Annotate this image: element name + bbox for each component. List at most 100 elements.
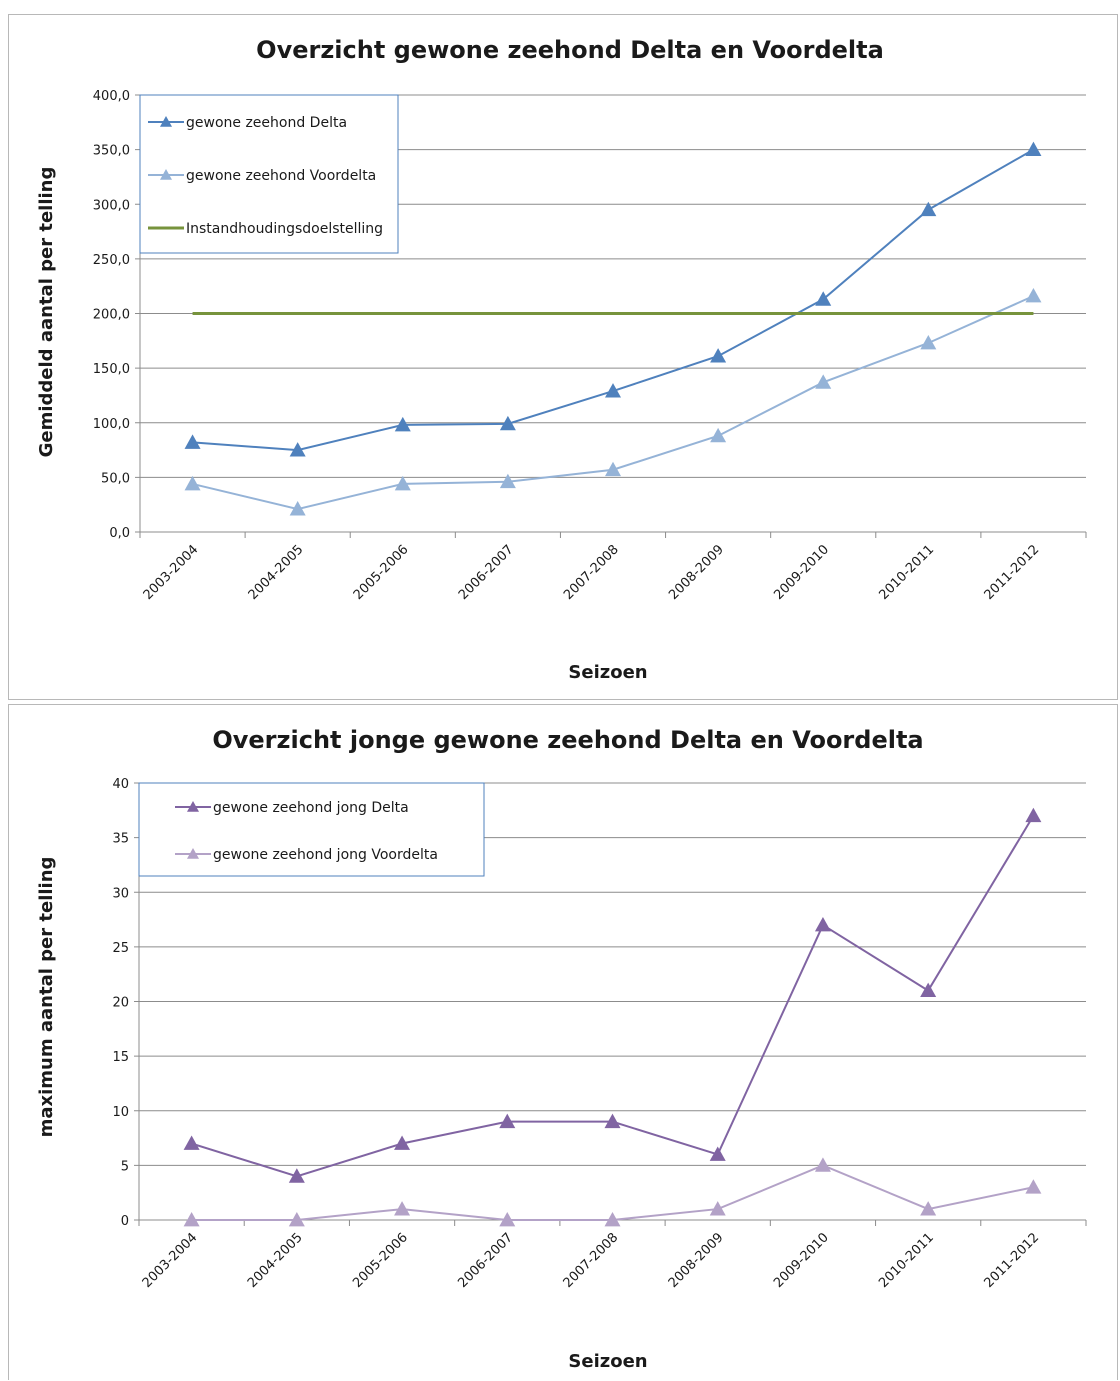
y-tick-label: 0 [121,1214,129,1229]
x-tick-label: 2011-2012 [982,542,1043,603]
x-tick-label: 2005-2006 [351,542,412,603]
data-point-marker [920,982,937,997]
series [183,807,1042,1227]
y-tick-label: 25 [112,941,129,956]
data-point-marker [920,334,937,350]
x-tick-label: 2007-2008 [561,1230,622,1291]
series-2 [184,288,1042,516]
chart-panel-pups: Overzicht jonge gewone zeehond Delta en … [8,704,1118,1380]
legend-label: gewone zeehond Voordelta [186,168,376,184]
y-tick-label: 20 [112,996,129,1011]
data-point-marker [499,473,516,489]
x-tick-label: 2006-2007 [456,542,517,603]
series-1 [183,807,1042,1183]
x-tick-label: 2009-2010 [771,1230,832,1291]
data-point-marker [814,1157,831,1172]
line-chart-pups: Overzicht jonge gewone zeehond Delta en … [36,726,1087,1372]
x-axis-title: Seizoen [568,662,647,683]
y-tick-label: 40 [112,777,129,792]
data-point-marker [289,442,306,457]
legend-label: gewone zeehond jong Voordelta [213,847,438,863]
y-tick-labels: 0,0 50,0 100,0 150,0 200,0 250,0 300,0 350,0 400… [93,89,130,541]
chart-title: Overzicht gewone zeehond Delta en Voorde… [256,36,884,64]
x-tick-label: 2008-2009 [666,1230,727,1291]
data-point-marker [183,1212,200,1227]
y-tick-label: 250,0 [93,253,130,268]
series-line [191,1164,1034,1221]
y-tick-label: 50,0 [101,471,130,486]
y-tick-label: 350,0 [93,144,130,159]
x-tick-label: 2008-2009 [666,542,727,603]
legend: gewone zeehond Delta gewone zeehond Voord… [139,94,399,254]
x-tick-label: 2004-2005 [246,542,307,603]
legend-label: gewone zeehond Delta [186,115,347,131]
y-tick-label: 30 [112,886,129,901]
y-tick-label: 10 [112,1105,129,1120]
data-point-marker [289,501,306,516]
x-axis-title: Seizoen [568,1351,647,1372]
data-point-marker [499,1212,516,1227]
legend-box [138,782,485,877]
data-point-marker [288,1168,305,1183]
chart-panel-seals: Overzicht gewone zeehond Delta en Voorde… [8,14,1118,700]
data-point-marker [920,1201,937,1216]
x-tick-label: 2005-2006 [350,1230,411,1291]
y-axis-title: maximum aantal per telling [36,857,57,1138]
x-tick-label: 2003-2004 [140,1230,201,1291]
x-tick-label: 2004-2005 [245,1230,306,1291]
data-point-marker [814,917,831,932]
y-tick-label: 100,0 [93,417,130,432]
data-point-marker [815,291,832,306]
data-point-marker [394,1135,411,1150]
data-point-marker [183,1135,200,1150]
x-tick-label: 2010-2011 [876,542,937,603]
data-point-marker [499,1113,516,1129]
data-point-marker [604,1113,621,1129]
data-point-marker [499,415,516,431]
series-1 [184,141,1042,457]
y-tick-label: 5 [121,1159,129,1174]
x-tick-label: 2007-2008 [561,542,622,603]
y-tick-label: 35 [112,832,129,847]
data-point-marker [288,1212,305,1227]
data-point-marker [394,416,411,432]
series-2 [183,1157,1042,1227]
legend: gewone zeehond jong Delta gewone zeehond … [138,782,485,877]
data-point-marker [605,383,621,398]
legend-label: gewone zeehond jong Delta [213,800,409,816]
x-tick-labels: 2003-2004 2004-2005 2005-2006 2006-2007 2007… [141,542,1043,603]
x-tick-label: 2003-2004 [141,542,202,603]
series [184,141,1042,516]
data-point-marker [1025,807,1042,823]
y-tick-labels: 0 5 10 15 20 25 30 35 40 [112,777,129,1229]
legend-marker [187,801,199,812]
data-point-marker [709,1146,726,1161]
data-point-marker [710,427,727,443]
legend-marker [160,169,172,180]
y-axis-title: Gemiddeld aantal per telling [36,167,57,458]
legend-label: Instandhoudingsdoelstelling [186,221,383,237]
y-tick-label: 0,0 [109,526,130,541]
data-point-marker [394,475,411,491]
data-point-marker [920,201,937,217]
data-point-marker [1025,141,1042,157]
data-point-marker [605,461,621,477]
data-point-marker [184,434,201,449]
x-tick-label: 2009-2010 [771,542,832,603]
data-point-marker [1025,288,1042,303]
data-point-marker [815,374,832,389]
x-tick-labels: 2003-2004 2004-2005 2005-2006 2006-2007 2007… [140,1230,1042,1291]
chart-title: Overzicht jonge gewone zeehond Delta en … [212,726,923,754]
legend-marker [187,848,199,859]
x-tick-label: 2006-2007 [455,1230,516,1291]
line-chart-seals: Overzicht gewone zeehond Delta en Voorde… [36,36,1087,683]
x-tick-label: 2010-2011 [876,1230,937,1291]
y-tick-label: 300,0 [93,198,130,213]
y-tick-label: 200,0 [93,308,130,323]
data-point-marker [1025,1179,1042,1194]
data-point-marker [604,1212,621,1227]
y-tick-label: 400,0 [93,89,130,104]
data-point-marker [710,348,727,363]
data-point-marker [709,1201,726,1216]
y-tick-label: 150,0 [93,362,130,377]
